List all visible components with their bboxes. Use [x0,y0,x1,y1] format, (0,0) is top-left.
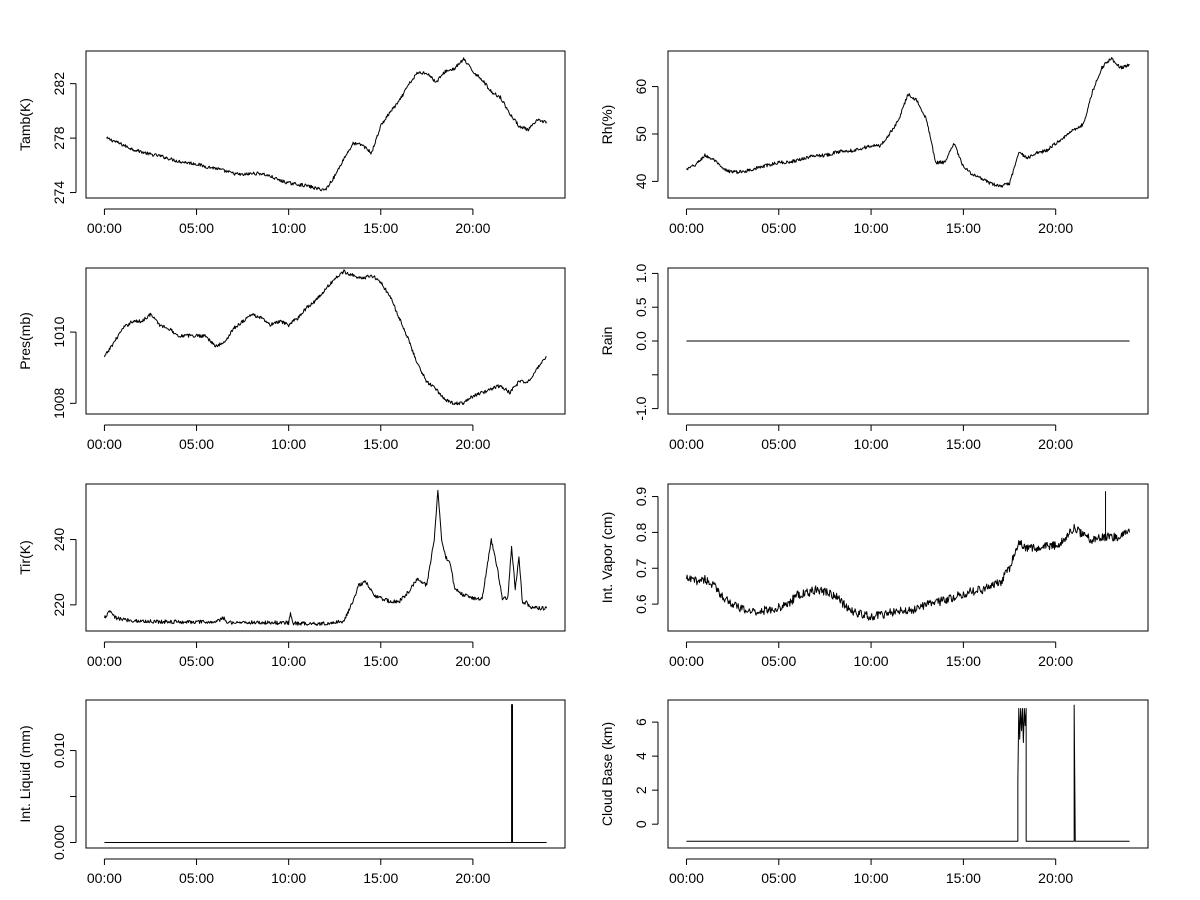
x-tick-label: 00:00 [87,436,122,452]
y-tick-label: 274 [51,181,67,205]
x-tick-label: 15:00 [946,653,981,669]
x-tick-label: 05:00 [761,870,796,886]
x-tick-label: 20:00 [455,220,490,236]
y-tick-label: 0.9 [633,487,649,507]
x-tick-label: 00:00 [669,436,704,452]
y-tick-label: 278 [51,126,67,150]
y-tick-label: -1.0 [633,396,649,420]
panel-rain: 00:00 05:00 10:00 15:00 20:00 -1.0 0.0 0.5 1.0 Ra… [599,263,1149,452]
x-tick-label: 05:00 [179,870,214,886]
x-tick-label: 15:00 [946,870,981,886]
x-tick-label: 15:00 [363,870,398,886]
y-axis-title: Int. Vapor (cm) [599,512,615,604]
y-tick-label: 0.000 [51,825,67,860]
x-tick-label: 00:00 [669,870,704,886]
series-line-liquid [104,704,547,843]
y-tick-label: 0.8 [633,522,649,542]
y-tick-label: 0.7 [633,558,649,578]
y-tick-label: 1010 [51,316,67,347]
y-tick-label: 2 [633,786,649,794]
panels-group: 00:00 05:00 10:00 15:00 20:00 274 278 282 Tamb(K… [17,50,1149,886]
x-tick-label: 05:00 [761,220,796,236]
plot-frame [667,483,1149,632]
y-tick-label: 220 [51,593,67,617]
series-line-vapor [685,523,1131,621]
y-tick-label: 282 [51,72,67,96]
y-axis-title: Rain [599,327,615,356]
y-axis-title: Cloud Base (km) [599,722,615,826]
y-tick-label: 50 [633,126,649,142]
plot-frame [85,483,566,632]
y-axis-title: Tamb(K) [17,98,33,151]
plot-frame [85,267,566,415]
plot-frame [667,699,1149,849]
x-tick-label: 05:00 [761,653,796,669]
x-tick-label: 20:00 [1038,220,1073,236]
y-tick-label: 1008 [51,388,67,419]
panel-pres: 00:00 05:00 10:00 15:00 20:00 1008 1010 Pres(mb… [17,267,566,452]
x-tick-label: 05:00 [761,436,796,452]
series-line-tir [103,489,548,626]
x-tick-label: 15:00 [946,220,981,236]
x-tick-label: 00:00 [669,653,704,669]
plot-frame [667,267,1149,415]
x-tick-label: 05:00 [179,653,214,669]
x-tick-label: 10:00 [854,653,889,669]
x-tick-label: 15:00 [363,653,398,669]
x-tick-label: 20:00 [455,870,490,886]
x-tick-label: 10:00 [271,653,306,669]
y-axis-title: Tir(K) [17,540,33,574]
y-axis-title: Int. Liquid (mm) [17,725,33,822]
x-tick-label: 20:00 [1038,653,1073,669]
x-tick-label: 05:00 [179,436,214,452]
plot-frame [85,50,566,199]
x-tick-label: 00:00 [87,870,122,886]
x-tick-label: 10:00 [854,870,889,886]
x-tick-label: 00:00 [669,220,704,236]
series-line-cloud [686,704,1130,842]
panel-tamb: 00:00 05:00 10:00 15:00 20:00 274 278 282 Tamb(K… [17,50,566,236]
y-axis-title: Pres(mb) [17,312,33,370]
series-line-pres [103,269,547,406]
y-tick-label: 4 [633,752,649,760]
y-tick-label: 6 [633,718,649,726]
x-tick-label: 10:00 [271,870,306,886]
plot-frame [85,699,566,849]
series-line-rh [686,57,1130,188]
x-tick-label: 15:00 [946,436,981,452]
y-tick-label: 0.0 [633,331,649,351]
series-line-tamb [106,57,548,192]
panel-cloud: 00:00 05:00 10:00 15:00 20:00 0 2 4 6 Cloud Base … [599,699,1149,886]
x-tick-label: 10:00 [854,220,889,236]
x-tick-label: 00:00 [87,653,122,669]
x-tick-label: 10:00 [271,220,306,236]
x-tick-label: 15:00 [363,220,398,236]
y-tick-label: 0.5 [633,297,649,317]
x-tick-label: 20:00 [1038,436,1073,452]
panel-tir: 00:00 05:00 10:00 15:00 20:00 220 240 Tir(K) [17,483,566,669]
x-tick-label: 05:00 [179,220,214,236]
x-tick-label: 20:00 [1038,870,1073,886]
y-tick-label: 0.6 [633,594,649,614]
y-tick-label: 40 [633,173,649,189]
x-tick-label: 20:00 [455,436,490,452]
x-tick-label: 15:00 [363,436,398,452]
plot-frame [667,50,1149,199]
y-tick-label: 0.010 [51,733,67,768]
y-axis-title: Rh(%) [599,105,615,145]
x-tick-label: 20:00 [455,653,490,669]
panel-liquid: 00:00 05:00 10:00 15:00 20:00 0.000 0.010 Int. … [17,699,566,886]
x-tick-label: 00:00 [87,220,122,236]
x-tick-label: 10:00 [271,436,306,452]
y-tick-label: 240 [51,528,67,552]
panel-rh: 00:00 05:00 10:00 15:00 20:00 40 50 60 Rh(%) [599,50,1149,236]
panel-vapor: 00:00 05:00 10:00 15:00 20:00 0.6 0.7 0.8 0.9 Int… [599,483,1149,669]
y-tick-label: 60 [633,79,649,95]
y-tick-label: 1.0 [633,263,649,283]
x-tick-label: 10:00 [854,436,889,452]
y-tick-label: 0 [633,820,649,828]
